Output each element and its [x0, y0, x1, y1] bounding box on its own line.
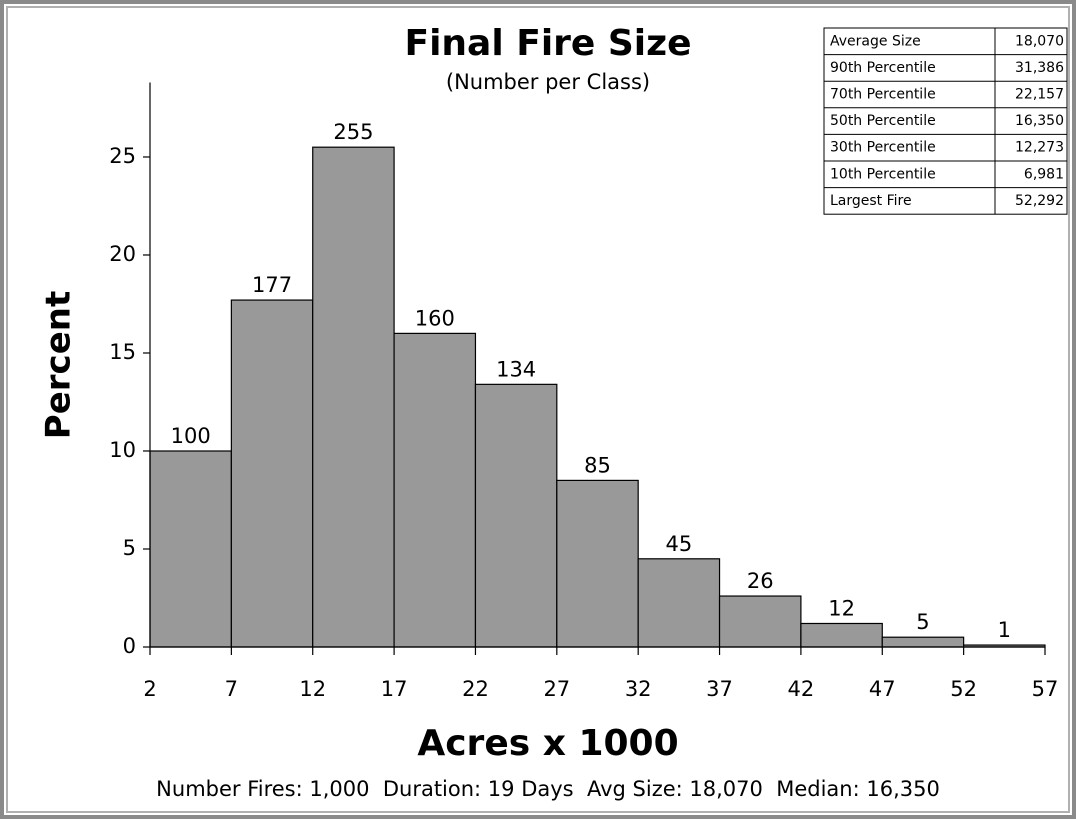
bar	[312, 146, 395, 648]
bar	[149, 450, 232, 648]
bar	[556, 479, 639, 648]
frame-inner	[6, 6, 1070, 813]
x-tick-label: 52	[950, 677, 977, 701]
chart-subtitle: (Number per Class)	[446, 70, 650, 94]
x-tick-label: 22	[462, 677, 489, 701]
y-tick-label: 15	[109, 340, 136, 364]
bar	[881, 636, 965, 648]
bar-count-label: 12	[828, 596, 855, 620]
stats-value: 16,350	[1015, 113, 1064, 129]
footer: Number Fires: 1,000 Duration: 19 Days Av…	[156, 777, 940, 801]
x-tick-label: 17	[381, 677, 408, 701]
x-tick-label: 42	[788, 677, 815, 701]
bar-count-label: 85	[584, 453, 611, 477]
stats-value: 52,292	[1015, 193, 1064, 209]
bar-count-label: 177	[252, 273, 292, 297]
x-axis-label: Acres x 1000	[417, 723, 678, 764]
x-tick-label: 47	[869, 677, 896, 701]
bar	[393, 332, 477, 648]
stats-value: 22,157	[1015, 87, 1064, 103]
stats-value: 12,273	[1015, 140, 1064, 156]
stats-value: 18,070	[1015, 33, 1064, 49]
stats-label: Largest Fire	[830, 193, 912, 209]
stats-value: 6,981	[1024, 166, 1064, 182]
x-tick-label: 7	[225, 677, 238, 701]
y-axis-label: Percent	[39, 291, 79, 439]
bar-count-label: 45	[665, 532, 692, 556]
y-tick-label: 10	[109, 438, 136, 462]
y-tick-label: 20	[109, 242, 136, 266]
x-tick-label: 2	[143, 677, 156, 701]
bar-count-label: 26	[747, 569, 774, 593]
x-tick-label: 12	[299, 677, 326, 701]
chart-title: Final Fire Size	[405, 23, 692, 64]
stats-table	[823, 27, 1068, 215]
y-tick-label: 0	[123, 634, 136, 658]
x-tick-label: 32	[625, 677, 652, 701]
x-tick-label: 37	[706, 677, 733, 701]
y-tick-label: 25	[109, 144, 136, 168]
bar-count-label: 100	[171, 424, 211, 448]
bar-count-label: 1	[998, 618, 1011, 642]
bar-count-label: 5	[916, 610, 929, 634]
stats-label: Average Size	[830, 33, 921, 49]
stats-label: 70th Percentile	[830, 87, 936, 103]
stats-label: 90th Percentile	[830, 60, 936, 76]
stats-label: 30th Percentile	[830, 140, 936, 156]
x-tick-label: 57	[1032, 677, 1059, 701]
bar	[637, 558, 721, 648]
bar	[230, 299, 314, 648]
x-tick-label: 27	[543, 677, 570, 701]
stats-label: 10th Percentile	[830, 166, 936, 182]
stats-value: 31,386	[1015, 60, 1064, 76]
y-tick-label: 5	[123, 536, 136, 560]
bar-count-label: 160	[415, 306, 455, 330]
bar	[718, 595, 802, 648]
bar	[474, 383, 558, 648]
bar-count-label: 255	[333, 120, 373, 144]
bar-count-label: 134	[496, 357, 536, 381]
stats-label: 50th Percentile	[830, 113, 936, 129]
bar	[800, 622, 883, 648]
